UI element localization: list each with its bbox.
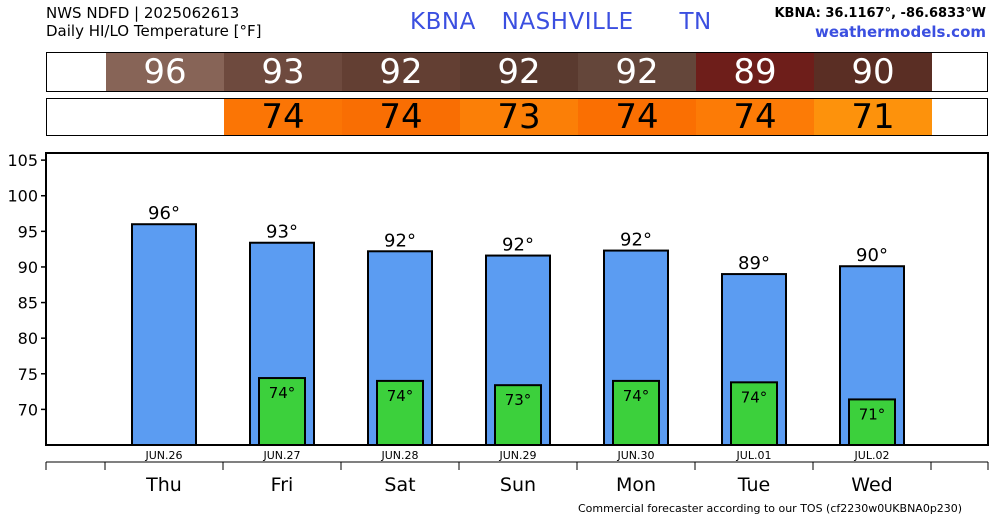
station-title: KBNA NASHVILLE TN (410, 9, 712, 35)
low-bar-label: 71° (859, 405, 886, 423)
date-label: JUN.30 (616, 449, 654, 462)
low-cell (106, 99, 224, 135)
y-tick-label: 85 (18, 294, 38, 313)
product-line: Daily HI/LO Temperature [°F] (46, 22, 262, 40)
y-tick-label: 105 (7, 151, 38, 170)
station-id: KBNA (410, 9, 476, 35)
y-tick-label: 75 (18, 365, 38, 384)
low-cell: 74 (696, 97, 814, 137)
footer-note: Commercial forecaster according to our T… (578, 502, 963, 515)
station-state: TN (679, 9, 712, 35)
header-left: NWS NDFD | 2025062613 Daily HI/LO Temper… (46, 4, 262, 40)
high-bar-label: 90° (856, 245, 888, 266)
high-cell: 90 (814, 52, 932, 92)
y-tick-label: 100 (7, 187, 38, 206)
date-label: JUN.29 (498, 449, 536, 462)
low-cell: 74 (578, 97, 696, 137)
high-cell: 92 (342, 52, 460, 92)
high-bar-label: 89° (738, 253, 770, 274)
high-temp-strip: 96 93 92 92 92 89 90 (46, 52, 988, 92)
day-label: Tue (737, 474, 770, 496)
high-bar-label: 92° (502, 235, 534, 256)
day-label: Wed (851, 474, 892, 496)
low-temp-strip: 74 74 73 74 74 71 (46, 97, 988, 137)
low-cell: 74 (224, 97, 342, 137)
station-name: NASHVILLE (501, 9, 634, 35)
low-bar-label: 73° (505, 391, 532, 409)
high-cell: 92 (578, 52, 696, 92)
low-bar-label: 74° (623, 387, 650, 405)
station-coords: KBNA: 36.1167°, -86.6833°W (774, 6, 986, 21)
day-label: Mon (616, 474, 656, 496)
low-bar (376, 379, 424, 446)
high-bar-label: 92° (384, 230, 416, 251)
date-label: JUN.26 (144, 449, 182, 462)
site-link[interactable]: weathermodels.com (814, 23, 986, 41)
low-bar-label: 74° (387, 387, 414, 405)
low-bar (612, 379, 660, 446)
source-line: NWS NDFD | 2025062613 (46, 4, 240, 22)
y-tick-label: 90 (18, 258, 38, 277)
date-label: JUN.27 (262, 449, 300, 462)
day-label: Fri (271, 474, 294, 496)
high-bar-label: 93° (266, 222, 298, 243)
y-tick-label: 70 (18, 400, 38, 419)
high-cell: 93 (224, 52, 342, 92)
high-bar (131, 223, 197, 446)
low-bar (848, 398, 896, 447)
low-bar-label: 74° (741, 388, 768, 406)
date-label: JUN.28 (380, 449, 418, 462)
y-tick-label: 80 (18, 329, 38, 348)
low-cell: 73 (460, 97, 578, 137)
low-bar (258, 377, 306, 446)
high-bar-label: 96° (148, 203, 180, 224)
low-cell: 74 (342, 97, 460, 137)
y-tick-label: 95 (18, 222, 38, 241)
low-cell: 71 (814, 97, 932, 137)
day-label: Thu (145, 474, 182, 496)
high-cell: 89 (696, 52, 814, 92)
low-bar (494, 384, 542, 446)
high-cell: 92 (460, 52, 578, 92)
date-label: JUL.02 (854, 449, 890, 462)
high-cell: 96 (106, 52, 224, 92)
day-label: Sun (500, 474, 536, 496)
low-bar-label: 74° (269, 384, 296, 402)
low-bar (730, 381, 778, 447)
day-label: Sat (384, 474, 415, 496)
date-label: JUL.01 (736, 449, 772, 462)
high-bar-label: 92° (620, 230, 652, 251)
